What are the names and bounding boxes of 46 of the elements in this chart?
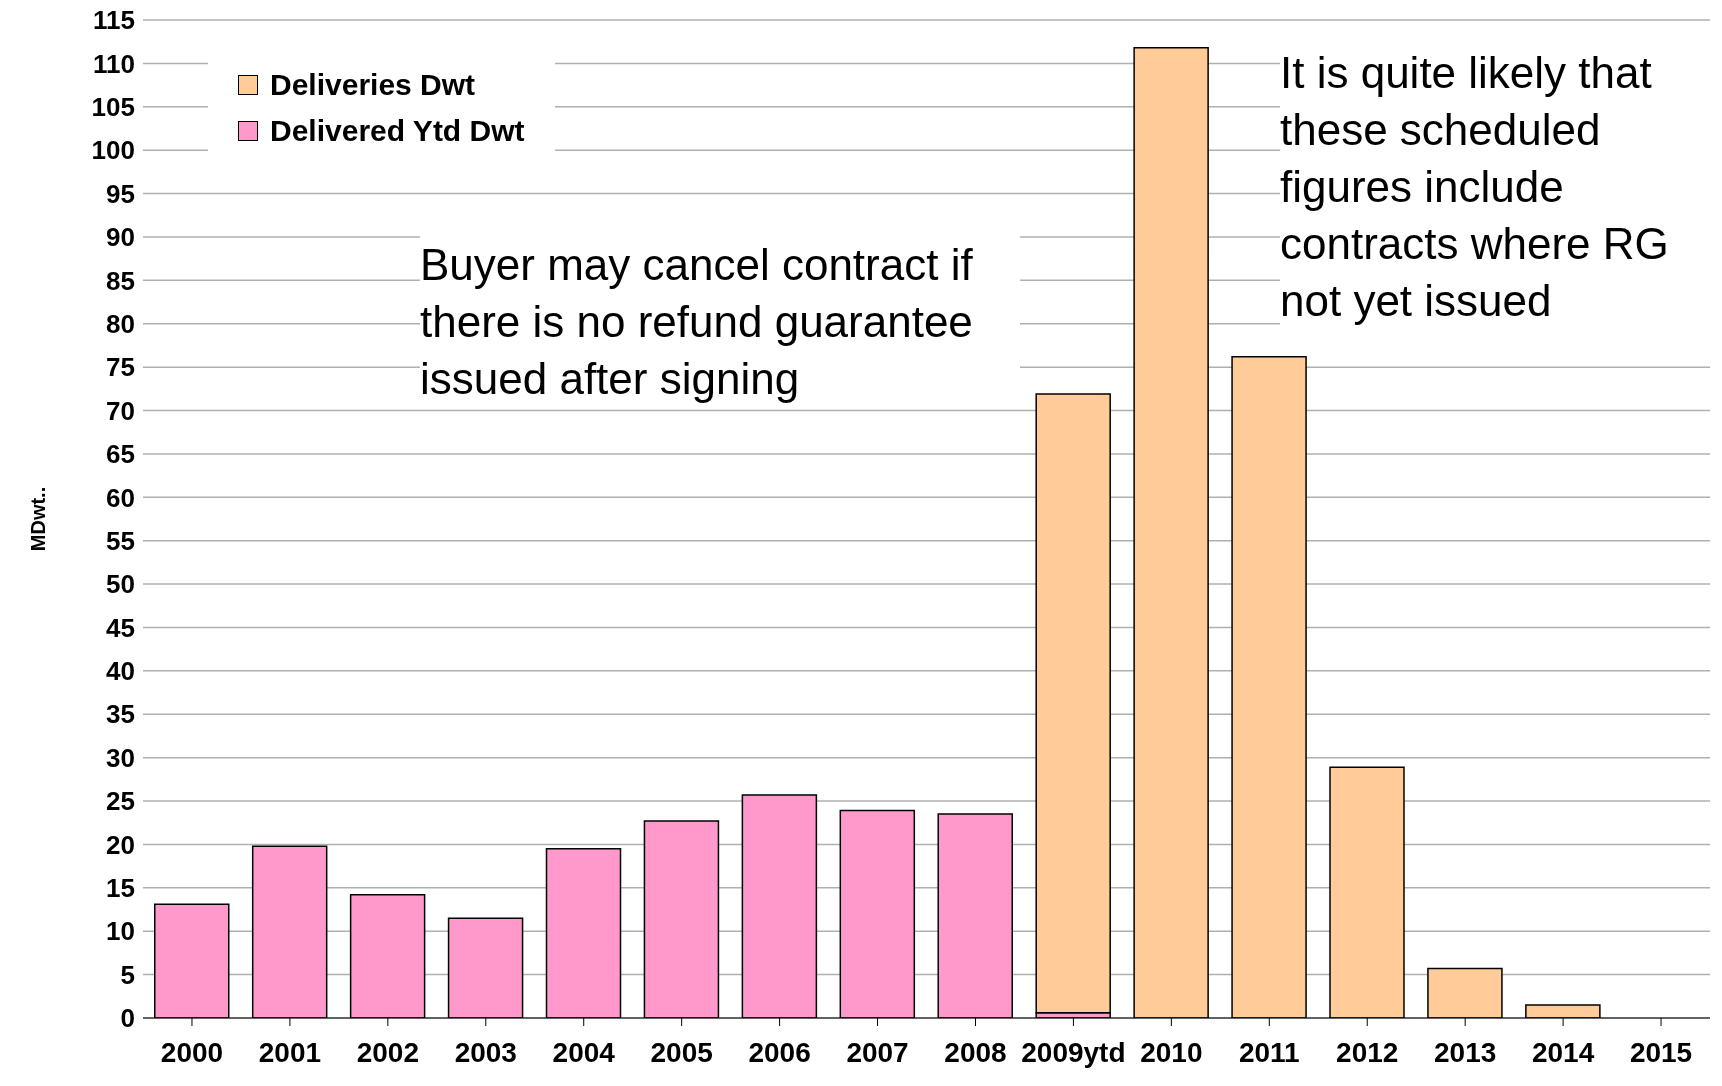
y-tick-label: 40: [106, 656, 135, 687]
y-tick-label: 20: [106, 829, 135, 860]
annotation: It is quite likely that these scheduled figures include contracts where RG not yet issued: [1280, 44, 1720, 329]
x-tick-label: 2001: [258, 1036, 322, 1068]
y-tick-label: 95: [106, 178, 135, 209]
y-tick-label: 85: [106, 265, 135, 296]
y-tick-label: 5: [120, 959, 135, 990]
x-tick-label: 2006: [748, 1036, 811, 1068]
bar: [1035, 393, 1111, 1014]
y-axis-title: MDwt..: [27, 486, 50, 552]
y-tick-label: 25: [106, 786, 135, 817]
x-tick-label: 2009ytd: [1021, 1036, 1126, 1068]
y-tick-label: 80: [106, 308, 135, 339]
x-tick-label: 2011: [1238, 1036, 1300, 1068]
y-tick-label: 50: [106, 569, 135, 600]
legend-label: Delivered Ytd Dwt: [270, 114, 525, 148]
y-tick-label: 90: [106, 222, 135, 253]
y-tick-label: 65: [106, 439, 135, 470]
x-tick-label: 2010: [1140, 1036, 1203, 1068]
y-tick-label: 105: [91, 92, 135, 123]
x-tick-label: 2007: [846, 1036, 909, 1068]
y-tick-label: 55: [106, 525, 135, 556]
y-tick-label: 10: [106, 916, 135, 947]
y-tick-label: 45: [106, 612, 135, 643]
y-tick-label: 100: [91, 135, 135, 166]
x-tick-label: 2012: [1336, 1036, 1399, 1068]
x-tick-label: 2014: [1531, 1036, 1595, 1068]
x-tick-label: 2004: [552, 1036, 616, 1068]
y-tick-label: 60: [106, 482, 135, 513]
x-tick-label: 2000: [160, 1036, 224, 1068]
y-tick-label: 0: [120, 1003, 135, 1034]
y-tick-label: 115: [93, 5, 135, 36]
x-tick-label: 2013: [1434, 1036, 1497, 1068]
y-tick-label: 35: [106, 699, 135, 730]
legend-label: Deliveries Dwt: [270, 68, 476, 102]
annotation: Buyer may cancel contract if there is no refund guarantee issued after signing: [420, 236, 1020, 407]
y-tick-label: 110: [93, 48, 135, 79]
x-tick-label: 2003: [454, 1036, 517, 1068]
y-tick-label: 70: [106, 395, 135, 426]
x-tick-label: 2002: [356, 1036, 419, 1068]
y-tick-label: 30: [106, 742, 135, 773]
x-tick-label: 2005: [650, 1036, 713, 1068]
y-tick-label: 15: [106, 873, 135, 904]
y-tick-label: 75: [106, 352, 135, 383]
x-tick-label: 2008: [944, 1036, 1007, 1068]
x-tick-label: 2015: [1629, 1036, 1693, 1068]
